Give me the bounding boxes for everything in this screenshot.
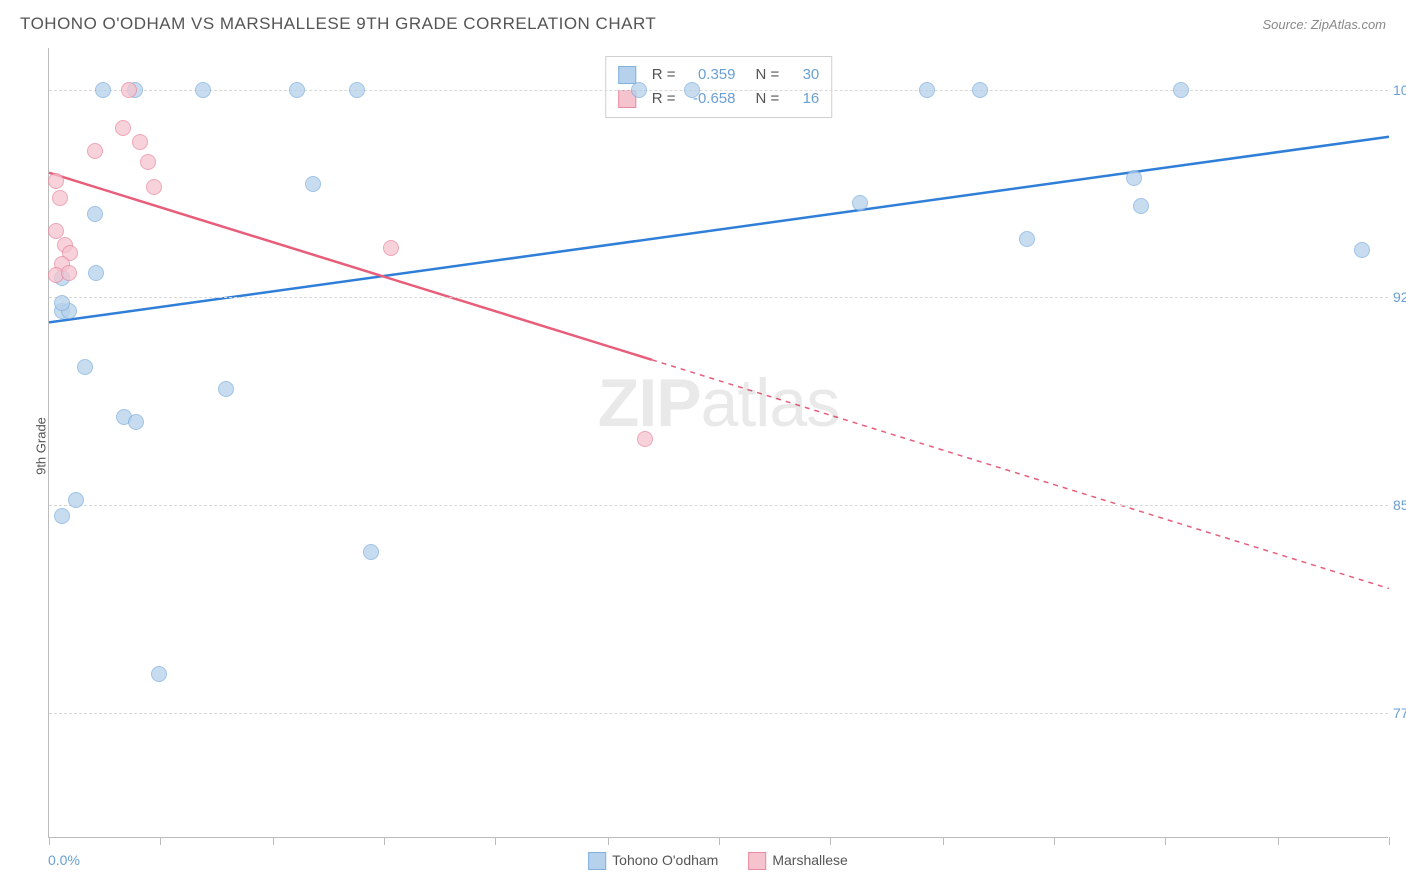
legend-label: Marshallese — [772, 852, 847, 868]
x-tick — [1165, 837, 1166, 845]
data-point — [87, 143, 103, 159]
y-axis-label: 9th Grade — [33, 417, 48, 475]
data-point — [121, 82, 137, 98]
x-tick — [273, 837, 274, 845]
n-value: 16 — [789, 87, 819, 111]
plot-area: ZIPatlas R =0.359N =30R =-0.658N =16 77.… — [48, 48, 1388, 838]
x-axis-min-label: 0.0% — [48, 852, 80, 868]
series-legend: Tohono O'odham Marshallese — [588, 852, 848, 870]
data-point — [61, 265, 77, 281]
data-point — [919, 82, 935, 98]
gridline — [49, 713, 1388, 714]
data-point — [1019, 231, 1035, 247]
x-tick — [719, 837, 720, 845]
data-point — [631, 82, 647, 98]
n-label: N = — [756, 63, 780, 87]
data-point — [77, 359, 93, 375]
data-point — [48, 173, 64, 189]
x-tick — [1278, 837, 1279, 845]
data-point — [852, 195, 868, 211]
data-point — [132, 134, 148, 150]
x-tick — [943, 837, 944, 845]
y-tick-label: 92.5% — [1393, 289, 1406, 305]
chart-title: TOHONO O'ODHAM VS MARSHALLESE 9TH GRADE … — [20, 14, 656, 34]
y-tick-label: 100.0% — [1393, 82, 1406, 98]
data-point — [1126, 170, 1142, 186]
legend-label: Tohono O'odham — [612, 852, 718, 868]
data-point — [1354, 242, 1370, 258]
x-tick — [830, 837, 831, 845]
data-point — [195, 82, 211, 98]
data-point — [88, 265, 104, 281]
watermark: ZIPatlas — [598, 364, 839, 442]
data-point — [140, 154, 156, 170]
gridline — [49, 297, 1388, 298]
data-point — [1173, 82, 1189, 98]
x-tick — [1054, 837, 1055, 845]
legend-swatch — [748, 852, 766, 870]
x-tick — [160, 837, 161, 845]
data-point — [363, 544, 379, 560]
y-tick-label: 85.0% — [1393, 497, 1406, 513]
data-point — [684, 82, 700, 98]
data-point — [218, 381, 234, 397]
data-point — [52, 190, 68, 206]
chart-area: ZIPatlas R =0.359N =30R =-0.658N =16 77.… — [48, 48, 1388, 838]
data-point — [637, 431, 653, 447]
x-tick — [608, 837, 609, 845]
x-tick — [495, 837, 496, 845]
r-label: R = — [652, 63, 676, 87]
x-tick — [49, 837, 50, 845]
source-label: Source: ZipAtlas.com — [1262, 17, 1386, 32]
data-point — [151, 666, 167, 682]
gridline — [49, 505, 1388, 506]
n-value: 30 — [789, 63, 819, 87]
data-point — [54, 295, 70, 311]
data-point — [128, 414, 144, 430]
r-label: R = — [652, 87, 676, 111]
y-tick-label: 77.5% — [1393, 705, 1406, 721]
data-point — [289, 82, 305, 98]
data-point — [972, 82, 988, 98]
data-point — [305, 176, 321, 192]
data-point — [146, 179, 162, 195]
legend-swatch — [618, 66, 636, 84]
stats-row: R =0.359N =30 — [618, 63, 820, 87]
data-point — [95, 82, 111, 98]
n-label: N = — [756, 87, 780, 111]
data-point — [383, 240, 399, 256]
data-point — [1133, 198, 1149, 214]
x-tick — [1389, 837, 1390, 845]
legend-item: Tohono O'odham — [588, 852, 718, 870]
legend-swatch — [588, 852, 606, 870]
stats-row: R =-0.658N =16 — [618, 87, 820, 111]
data-point — [54, 508, 70, 524]
data-point — [68, 492, 84, 508]
data-point — [115, 120, 131, 136]
x-tick — [384, 837, 385, 845]
regression-lines — [49, 48, 1388, 837]
data-point — [87, 206, 103, 222]
legend-item: Marshallese — [748, 852, 847, 870]
data-point — [349, 82, 365, 98]
